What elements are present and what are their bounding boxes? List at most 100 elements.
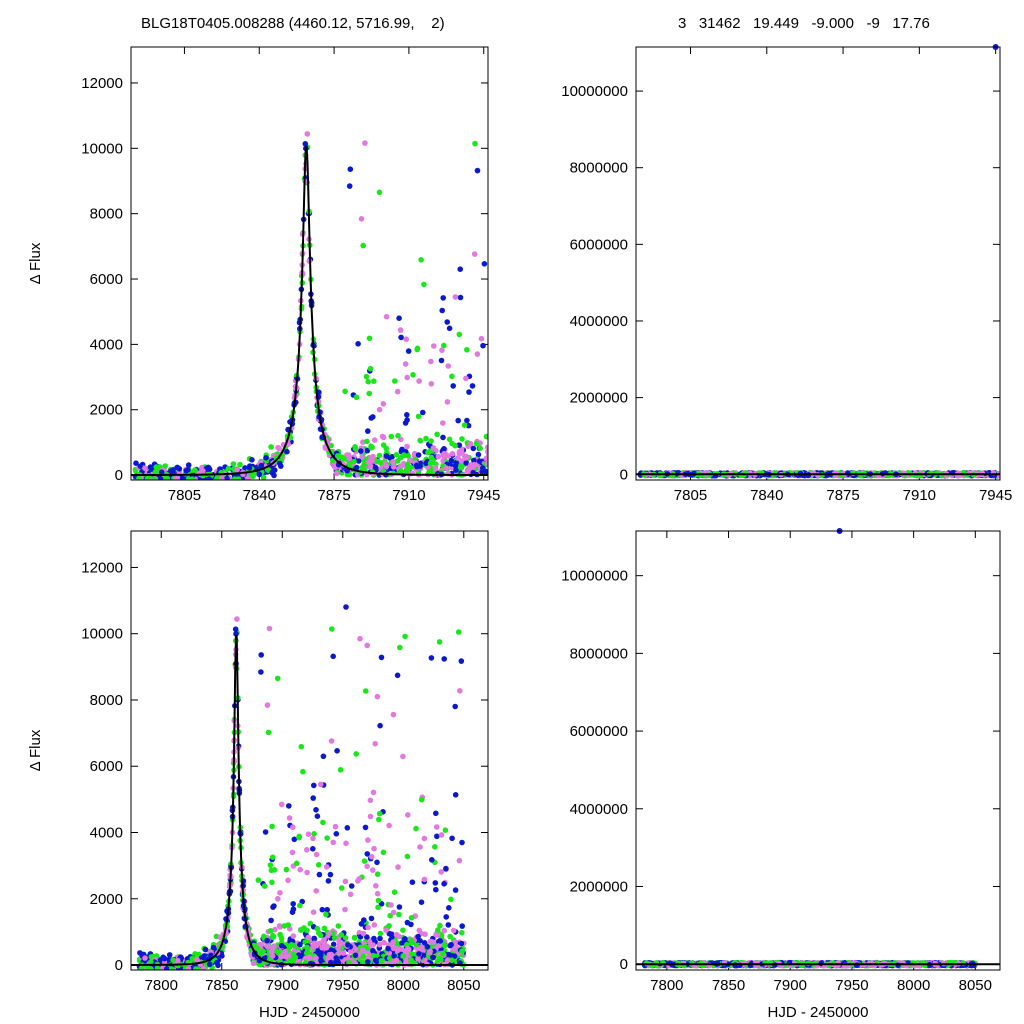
data-point <box>546 462 552 468</box>
data-point <box>646 463 652 469</box>
data-point <box>541 458 547 464</box>
data-point <box>628 356 634 362</box>
data-point <box>398 946 405 952</box>
data-point <box>459 948 465 954</box>
data-point <box>323 864 330 870</box>
data-point <box>531 459 537 465</box>
y-tick-label: 12000 <box>81 75 123 92</box>
data-point <box>671 392 677 398</box>
data-point <box>584 455 590 461</box>
data-point <box>693 463 699 469</box>
data-point <box>463 375 469 382</box>
data-point <box>658 345 664 351</box>
data-point <box>587 468 593 474</box>
data-point <box>476 458 483 465</box>
data-point <box>583 461 589 467</box>
data-point <box>351 458 357 465</box>
data-point <box>643 457 649 463</box>
y-tick-label: 10000000 <box>561 83 628 100</box>
data-point <box>530 470 536 476</box>
data-point <box>489 456 495 462</box>
data-point <box>552 371 558 377</box>
data-point <box>574 458 580 464</box>
data-point <box>153 464 160 470</box>
data-point <box>528 459 534 465</box>
y-axis-label: Δ Flux <box>27 242 44 284</box>
data-point <box>421 281 427 288</box>
data-point <box>541 367 547 373</box>
x-tick-label: 7945 <box>467 487 500 504</box>
data-point <box>518 461 524 467</box>
data-point <box>346 460 353 467</box>
data-point <box>537 466 543 472</box>
data-point <box>1003 473 1009 479</box>
x-tick-label: 7805 <box>168 487 201 504</box>
plot-frame <box>635 46 1001 481</box>
data-point <box>481 261 488 267</box>
data-point <box>364 851 371 857</box>
data-point <box>574 441 580 447</box>
data-point <box>539 449 545 455</box>
data-point <box>397 327 404 333</box>
data-point <box>538 470 544 476</box>
data-point <box>440 295 447 301</box>
data-point <box>1020 473 1024 479</box>
data-point <box>395 864 401 870</box>
data-point <box>456 331 463 338</box>
data-point <box>613 448 619 454</box>
data-point <box>530 460 536 466</box>
data-point <box>507 468 513 474</box>
data-point <box>576 469 582 475</box>
data-point <box>166 952 173 958</box>
data-point <box>531 450 537 456</box>
data-point <box>703 456 709 462</box>
data-point <box>356 876 363 882</box>
data-point <box>246 465 253 471</box>
data-point <box>601 446 607 452</box>
data-point <box>394 388 401 395</box>
data-point <box>533 431 539 437</box>
data-point <box>516 456 522 462</box>
data-point <box>446 436 453 443</box>
data-point <box>691 440 697 446</box>
data-point <box>613 467 619 473</box>
data-point <box>393 452 400 458</box>
data-point <box>660 438 666 444</box>
data-point <box>435 453 442 460</box>
data-point <box>449 835 455 842</box>
data-point <box>312 955 319 961</box>
data-point <box>676 465 682 471</box>
data-point <box>593 461 599 467</box>
data-point <box>1005 471 1011 477</box>
data-point <box>495 455 501 461</box>
data-point <box>560 412 566 418</box>
data-point <box>291 836 298 843</box>
data-point <box>589 376 595 382</box>
data-point <box>313 807 319 813</box>
data-point <box>455 417 462 424</box>
data-point <box>620 424 626 430</box>
data-point <box>258 652 265 658</box>
data-point <box>1009 471 1015 477</box>
data-point <box>547 358 553 364</box>
data-point <box>438 869 445 875</box>
data-point <box>561 461 567 467</box>
data-point <box>626 454 632 460</box>
x-tick-label: 7875 <box>317 487 350 504</box>
data-point <box>659 449 665 455</box>
data-point <box>478 335 485 342</box>
data-point <box>501 452 507 458</box>
data-point <box>653 459 659 465</box>
data-point <box>545 458 551 464</box>
data-point <box>578 442 584 448</box>
data-point <box>533 467 539 473</box>
data-point <box>376 810 383 817</box>
data-point <box>500 464 506 470</box>
data-point <box>448 896 454 903</box>
plot-frame <box>130 46 489 481</box>
data-point <box>678 433 684 439</box>
y-tick-label: 4000000 <box>570 313 628 330</box>
data-point <box>491 460 497 466</box>
data-point <box>609 461 615 467</box>
data-point <box>579 472 585 478</box>
